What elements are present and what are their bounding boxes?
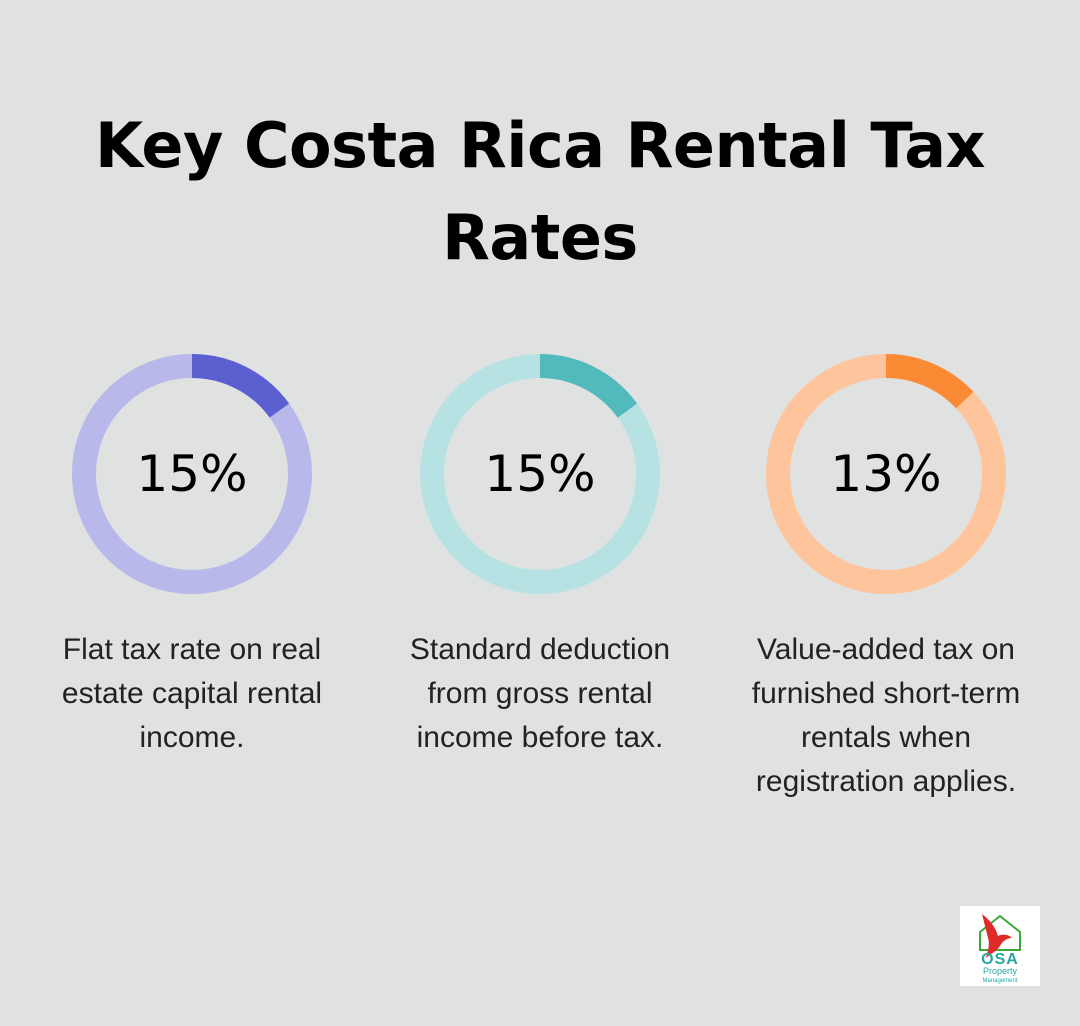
donut-svg-2 bbox=[420, 354, 660, 594]
osa-logo-svg: OSA Property Management bbox=[979, 914, 1021, 984]
logo-line1: Property bbox=[983, 966, 1018, 976]
donut-chart-2: 15% bbox=[418, 352, 662, 596]
donut-value-3: 13% bbox=[830, 445, 942, 503]
logo-name: OSA bbox=[981, 951, 1019, 968]
donut-svg-1 bbox=[72, 354, 312, 594]
house-outline-icon bbox=[979, 914, 1021, 951]
page-title: Key Costa Rica Rental Tax Rates bbox=[94, 109, 986, 274]
donut-chart-3: 13% bbox=[764, 352, 1008, 596]
logo-line2: Management bbox=[982, 978, 1017, 984]
donut-value-1: 15% bbox=[136, 445, 248, 503]
stat-description-3: Value-added tax on furnished short-term … bbox=[751, 633, 1021, 798]
macaw-bird-icon bbox=[982, 914, 1012, 958]
donut-arc-3 bbox=[766, 354, 1006, 594]
stat-description-1: Flat tax rate on real estate capital ren… bbox=[61, 633, 323, 754]
donut-svg-3 bbox=[766, 354, 1006, 594]
donut-arc-1 bbox=[72, 354, 312, 594]
donut-value-2: 15% bbox=[484, 445, 596, 503]
stat-description-2: Standard deduction from gross rental inc… bbox=[409, 633, 671, 754]
donut-chart-1: 15% bbox=[70, 352, 314, 596]
stat-card-2: 15% Standard deduction from gross rental… bbox=[370, 352, 710, 760]
donut-arc-2 bbox=[420, 354, 660, 594]
stat-card-1: 15% Flat tax rate on real estate capital… bbox=[22, 352, 362, 760]
stat-card-3: 13% Value-added tax on furnished short-t… bbox=[716, 352, 1056, 804]
osa-logo: OSA Property Management bbox=[960, 906, 1040, 986]
